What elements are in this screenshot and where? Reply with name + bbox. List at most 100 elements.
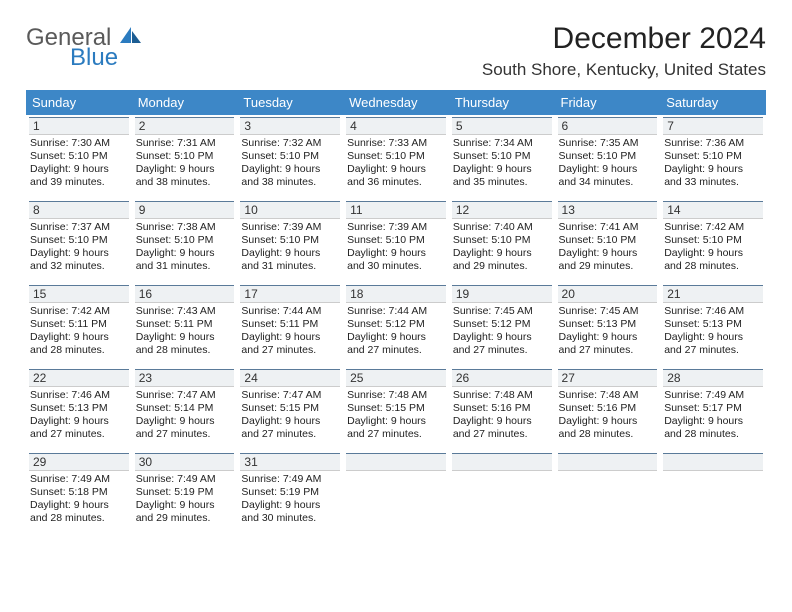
sunrise-line: Sunrise: 7:46 AM <box>664 305 762 318</box>
calendar-day-cell: 30Sunrise: 7:49 AMSunset: 5:19 PMDayligh… <box>132 451 238 535</box>
day-details: Sunrise: 7:35 AMSunset: 5:10 PMDaylight:… <box>559 137 657 190</box>
daylight-line: Daylight: 9 hours and 28 minutes. <box>136 331 234 357</box>
calendar-day-cell: . <box>660 451 766 535</box>
calendar-day-cell: 5 Sunrise: 7:34 AMSunset: 5:10 PMDaylight… <box>449 115 555 199</box>
calendar-day-cell: 3Sunrise: 7:32 AMSunset: 5:10 PMDaylight… <box>237 115 343 199</box>
sunset-line: Sunset: 5:10 PM <box>559 234 657 247</box>
sunrise-line: Sunrise: 7:41 AM <box>559 221 657 234</box>
sunset-line: Sunset: 5:11 PM <box>241 318 339 331</box>
day-number: 4 <box>346 117 446 135</box>
sunset-line: Sunset: 5:10 PM <box>347 234 445 247</box>
day-details: Sunrise: 7:49 AMSunset: 5:18 PMDaylight:… <box>30 473 128 526</box>
sunrise-line: Sunrise: 7:44 AM <box>241 305 339 318</box>
daylight-line: Daylight: 9 hours and 27 minutes. <box>453 331 551 357</box>
calendar-day-cell: 24Sunrise: 7:47 AMSunset: 5:15 PMDayligh… <box>237 367 343 451</box>
sunset-line: Sunset: 5:12 PM <box>347 318 445 331</box>
sunrise-line: Sunrise: 7:36 AM <box>664 137 762 150</box>
calendar-week-row: 15Sunrise: 7:42 AMSunset: 5:11 PMDayligh… <box>26 283 766 367</box>
sunset-line: Sunset: 5:10 PM <box>664 150 762 163</box>
sunset-line: Sunset: 5:10 PM <box>453 234 551 247</box>
day-number: 9 <box>135 201 235 219</box>
day-number: 23 <box>135 369 235 387</box>
weekday-header: Sunday <box>26 90 132 115</box>
day-number: 30 <box>135 453 235 471</box>
calendar-day-cell: 15Sunrise: 7:42 AMSunset: 5:11 PMDayligh… <box>26 283 132 367</box>
sunset-line: Sunset: 5:10 PM <box>241 150 339 163</box>
daylight-line: Daylight: 9 hours and 35 minutes. <box>453 163 551 189</box>
daylight-line: Daylight: 9 hours and 28 minutes. <box>30 331 128 357</box>
daylight-line: Daylight: 9 hours and 27 minutes. <box>347 415 445 441</box>
day-number: 17 <box>240 285 340 303</box>
sunrise-line: Sunrise: 7:49 AM <box>30 473 128 486</box>
day-number: 25 <box>346 369 446 387</box>
daylight-line: Daylight: 9 hours and 27 minutes. <box>664 331 762 357</box>
weekday-header: Monday <box>132 90 238 115</box>
sunset-line: Sunset: 5:13 PM <box>664 318 762 331</box>
calendar-day-cell: 1Sunrise: 7:30 AMSunset: 5:10 PMDaylight… <box>26 115 132 199</box>
calendar-day-cell: 22Sunrise: 7:46 AMSunset: 5:13 PMDayligh… <box>26 367 132 451</box>
calendar-day-cell: 27Sunrise: 7:48 AMSunset: 5:16 PMDayligh… <box>555 367 661 451</box>
sunrise-line: Sunrise: 7:44 AM <box>347 305 445 318</box>
daylight-line: Daylight: 9 hours and 28 minutes. <box>559 415 657 441</box>
title-block: December 2024 South Shore, Kentucky, Uni… <box>482 22 766 80</box>
sunrise-line: Sunrise: 7:48 AM <box>559 389 657 402</box>
sunrise-line: Sunrise: 7:39 AM <box>347 221 445 234</box>
day-number: 12 <box>452 201 552 219</box>
sunset-line: Sunset: 5:10 PM <box>136 234 234 247</box>
sunrise-line: Sunrise: 7:48 AM <box>347 389 445 402</box>
calendar-day-cell: 31Sunrise: 7:49 AMSunset: 5:19 PMDayligh… <box>237 451 343 535</box>
calendar-day-cell: 17 Sunrise: 7:44 AMSunset: 5:11 PMDayligh… <box>237 283 343 367</box>
day-details: Sunrise: 7:47 AMSunset: 5:14 PMDaylight:… <box>136 389 234 442</box>
day-number: 10 <box>240 201 340 219</box>
calendar-day-cell: 16Sunrise: 7:43 AMSunset: 5:11 PMDayligh… <box>132 283 238 367</box>
day-details: Sunrise: 7:40 AMSunset: 5:10 PMDaylight:… <box>453 221 551 274</box>
calendar-day-cell: 6Sunrise: 7:35 AMSunset: 5:10 PMDaylight… <box>555 115 661 199</box>
sunrise-line: Sunrise: 7:45 AM <box>559 305 657 318</box>
calendar-week-row: 8Sunrise: 7:37 AMSunset: 5:10 PMDaylight… <box>26 199 766 283</box>
calendar-day-cell: 28Sunrise: 7:49 AMSunset: 5:17 PMDayligh… <box>660 367 766 451</box>
sunset-line: Sunset: 5:15 PM <box>241 402 339 415</box>
logo-sail-icon <box>120 32 142 49</box>
sunset-line: Sunset: 5:19 PM <box>241 486 339 499</box>
sunset-line: Sunset: 5:19 PM <box>136 486 234 499</box>
day-number: 15 <box>29 285 129 303</box>
weekday-header: Friday <box>555 90 661 115</box>
day-number: 18 <box>346 285 446 303</box>
calendar-day-cell: 10Sunrise: 7:39 AMSunset: 5:10 PMDayligh… <box>237 199 343 283</box>
sunrise-line: Sunrise: 7:39 AM <box>241 221 339 234</box>
day-details: Sunrise: 7:34 AMSunset: 5:10 PMDaylight:… <box>453 137 551 190</box>
daylight-line: Daylight: 9 hours and 31 minutes. <box>241 247 339 273</box>
calendar-day-cell: 14Sunrise: 7:42 AMSunset: 5:10 PMDayligh… <box>660 199 766 283</box>
sunrise-line: Sunrise: 7:42 AM <box>30 305 128 318</box>
day-number: . <box>558 453 658 471</box>
day-details: Sunrise: 7:48 AMSunset: 5:16 PMDaylight:… <box>453 389 551 442</box>
day-number: 22 <box>29 369 129 387</box>
sunrise-line: Sunrise: 7:48 AM <box>453 389 551 402</box>
daylight-line: Daylight: 9 hours and 27 minutes. <box>559 331 657 357</box>
calendar-day-cell: 29Sunrise: 7:49 AMSunset: 5:18 PMDayligh… <box>26 451 132 535</box>
sunrise-line: Sunrise: 7:30 AM <box>30 137 128 150</box>
calendar-day-cell: . <box>449 451 555 535</box>
day-number: 26 <box>452 369 552 387</box>
daylight-line: Daylight: 9 hours and 27 minutes. <box>453 415 551 441</box>
daylight-line: Daylight: 9 hours and 28 minutes. <box>664 247 762 273</box>
day-details: Sunrise: 7:38 AMSunset: 5:10 PMDaylight:… <box>136 221 234 274</box>
sunset-line: Sunset: 5:12 PM <box>453 318 551 331</box>
calendar-day-cell: . <box>343 451 449 535</box>
sunrise-line: Sunrise: 7:33 AM <box>347 137 445 150</box>
day-number: 19 <box>452 285 552 303</box>
daylight-line: Daylight: 9 hours and 32 minutes. <box>30 247 128 273</box>
sunset-line: Sunset: 5:18 PM <box>30 486 128 499</box>
day-number: 5 <box>452 117 552 135</box>
calendar-week-row: 29Sunrise: 7:49 AMSunset: 5:18 PMDayligh… <box>26 451 766 535</box>
day-details: Sunrise: 7:37 AMSunset: 5:10 PMDaylight:… <box>30 221 128 274</box>
day-number: 24 <box>240 369 340 387</box>
calendar-body: 1Sunrise: 7:30 AMSunset: 5:10 PMDaylight… <box>26 115 766 535</box>
day-number: 13 <box>558 201 658 219</box>
calendar-day-cell: 26 Sunrise: 7:48 AMSunset: 5:16 PMDayligh… <box>449 367 555 451</box>
sunrise-line: Sunrise: 7:49 AM <box>664 389 762 402</box>
daylight-line: Daylight: 9 hours and 27 minutes. <box>241 331 339 357</box>
day-number: 31 <box>240 453 340 471</box>
sunrise-line: Sunrise: 7:49 AM <box>136 473 234 486</box>
day-details: Sunrise: 7:36 AMSunset: 5:10 PMDaylight:… <box>664 137 762 190</box>
